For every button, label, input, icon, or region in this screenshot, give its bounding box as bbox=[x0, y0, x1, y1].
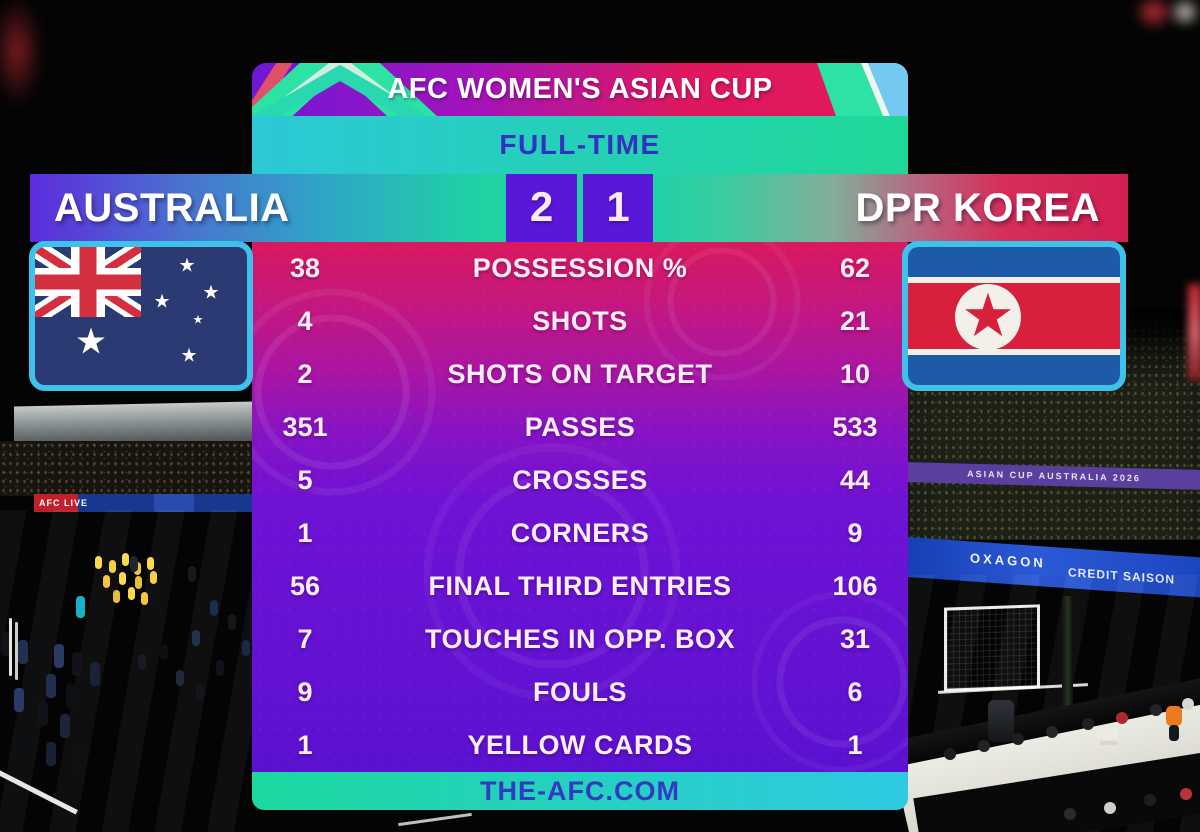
stat-label: YELLOW CARDS bbox=[467, 730, 693, 760]
ad-text-afc-live: AFC LIVE bbox=[39, 498, 89, 508]
camera-tripod bbox=[9, 618, 12, 676]
away-stat-value: 106 bbox=[832, 571, 878, 601]
blue-stripe bbox=[908, 355, 1120, 385]
goal-net bbox=[944, 604, 1040, 692]
ad-text-oxagon: OXAGON bbox=[970, 550, 1046, 571]
home-team-bar: AUSTRALIA bbox=[30, 174, 506, 242]
stat-row-corners: 1 CORNERS 9 bbox=[252, 507, 908, 560]
left-ad-board: AFC LIVE bbox=[34, 494, 252, 512]
goalkeeper-teal bbox=[76, 596, 85, 618]
edge-color-blur bbox=[1188, 284, 1200, 380]
steward-legs bbox=[1169, 725, 1179, 741]
stat-row-shots: 4 SHOTS 21 bbox=[252, 295, 908, 348]
white-stripe bbox=[908, 349, 1120, 356]
stat-label: POSSESSION % bbox=[472, 253, 688, 283]
southern-cross-star-icon: ★ bbox=[192, 312, 204, 327]
home-stat-value: 38 bbox=[289, 253, 321, 283]
away-team-name: DPR KOREA bbox=[855, 186, 1100, 230]
home-team-name: AUSTRALIA bbox=[54, 186, 290, 230]
stat-label: CROSSES bbox=[512, 465, 648, 495]
chevron-decoration-icon bbox=[252, 63, 437, 116]
southern-cross-star-icon: ★ bbox=[180, 345, 198, 367]
stat-label: SHOTS bbox=[532, 306, 628, 336]
away-stat-value: 44 bbox=[839, 465, 871, 495]
tournament-banner: AFC WOMEN'S ASIAN CUP bbox=[252, 63, 908, 116]
away-stat-value: 10 bbox=[839, 359, 871, 389]
crowd-flag-blur-right-2 bbox=[1162, 0, 1200, 34]
stat-row-possession: 38 POSSESSION % 62 bbox=[252, 242, 908, 295]
pitch-line-center bbox=[398, 812, 472, 827]
white-stripe bbox=[908, 276, 1120, 283]
red-star-icon: ★ bbox=[955, 284, 1021, 350]
match-status-bar: FULL-TIME bbox=[252, 116, 908, 174]
camera-pole bbox=[1062, 596, 1073, 760]
stadium-banner-text: ASIAN CUP AUSTRALIA 2026 bbox=[967, 468, 1141, 484]
union-jack-canton bbox=[35, 247, 141, 317]
stats-table: 38 POSSESSION % 62 4 SHOTS 21 2 SHOTS ON… bbox=[252, 242, 908, 772]
stat-row-touches-in-opp-box: 7 TOUCHES IN OPP. BOX 31 bbox=[252, 613, 908, 666]
home-stat-value: 9 bbox=[297, 677, 313, 707]
home-stat-value: 2 bbox=[297, 359, 313, 389]
southern-cross-star-icon: ★ bbox=[153, 291, 171, 313]
away-stat-value: 62 bbox=[839, 253, 871, 283]
players-yellow-cluster bbox=[95, 556, 102, 569]
white-chair bbox=[1098, 727, 1118, 739]
australia-flag: ★ ★ ★ ★ ★ ★ bbox=[29, 241, 253, 391]
afc-website-bar: THE-AFC.COM bbox=[252, 772, 908, 810]
stat-row-fouls: 9 FOULS 6 bbox=[252, 666, 908, 719]
dpr-korea-flag: ★ bbox=[902, 241, 1126, 391]
stat-label: SHOTS ON TARGET bbox=[447, 359, 713, 389]
away-stat-value: 21 bbox=[839, 306, 871, 336]
score-bar: AUSTRALIA 2 1 DPR KOREA bbox=[30, 174, 1128, 242]
steward-orange-vest bbox=[1166, 706, 1182, 726]
tv-camera-operator bbox=[988, 700, 1014, 742]
home-stat-value: 56 bbox=[289, 571, 321, 601]
home-score-box: 2 bbox=[506, 174, 577, 242]
stat-label: PASSES bbox=[524, 412, 636, 442]
home-stat-value: 1 bbox=[297, 730, 313, 760]
commonwealth-star-icon: ★ bbox=[74, 320, 108, 362]
stat-label: CORNERS bbox=[510, 518, 650, 548]
home-stat-value: 7 bbox=[297, 624, 313, 654]
away-stat-value: 9 bbox=[847, 518, 863, 548]
stat-label: TOUCHES IN OPP. BOX bbox=[424, 624, 736, 654]
home-stat-value: 4 bbox=[297, 306, 313, 336]
stat-label: FOULS bbox=[533, 677, 627, 707]
left-pitch bbox=[0, 510, 252, 832]
home-stat-value: 5 bbox=[297, 465, 313, 495]
southern-cross-star-icon: ★ bbox=[178, 255, 196, 277]
stat-row-yellow-cards: 1 YELLOW CARDS 1 bbox=[252, 719, 908, 772]
crowd-flag-blur-left bbox=[0, 0, 52, 126]
staff-dark-cluster bbox=[130, 556, 138, 572]
stand-roof bbox=[14, 401, 254, 447]
stat-label: FINAL THIRD ENTRIES bbox=[428, 571, 732, 601]
blue-stripe bbox=[908, 247, 1120, 277]
photographers-cluster bbox=[944, 748, 956, 760]
stat-row-final-third-entries: 56 FINAL THIRD ENTRIES 106 bbox=[252, 560, 908, 613]
stat-row-shots-on-target: 2 SHOTS ON TARGET 10 bbox=[252, 348, 908, 401]
home-stat-value: 1 bbox=[297, 518, 313, 548]
stat-row-crosses: 5 CROSSES 44 bbox=[252, 454, 908, 507]
sideline-group-cluster bbox=[2, 632, 12, 656]
away-stat-value: 31 bbox=[839, 624, 871, 654]
away-stat-value: 6 bbox=[847, 677, 863, 707]
away-stat-value: 1 bbox=[847, 730, 863, 760]
home-stat-value: 351 bbox=[282, 412, 328, 442]
stat-row-passes: 351 PASSES 533 bbox=[252, 401, 908, 454]
southern-cross-star-icon: ★ bbox=[202, 282, 220, 304]
tournament-title: AFC WOMEN'S ASIAN CUP bbox=[387, 73, 773, 105]
left-crowd bbox=[0, 441, 252, 496]
away-stat-value: 533 bbox=[832, 412, 878, 442]
away-score-box: 1 bbox=[583, 174, 653, 242]
away-team-bar: DPR KOREA bbox=[653, 174, 1128, 242]
stripe-decoration-icon bbox=[817, 63, 908, 116]
fulltime-stats-panel: AFC WOMEN'S ASIAN CUP FULL-TIME 38 POSSE… bbox=[252, 63, 908, 810]
